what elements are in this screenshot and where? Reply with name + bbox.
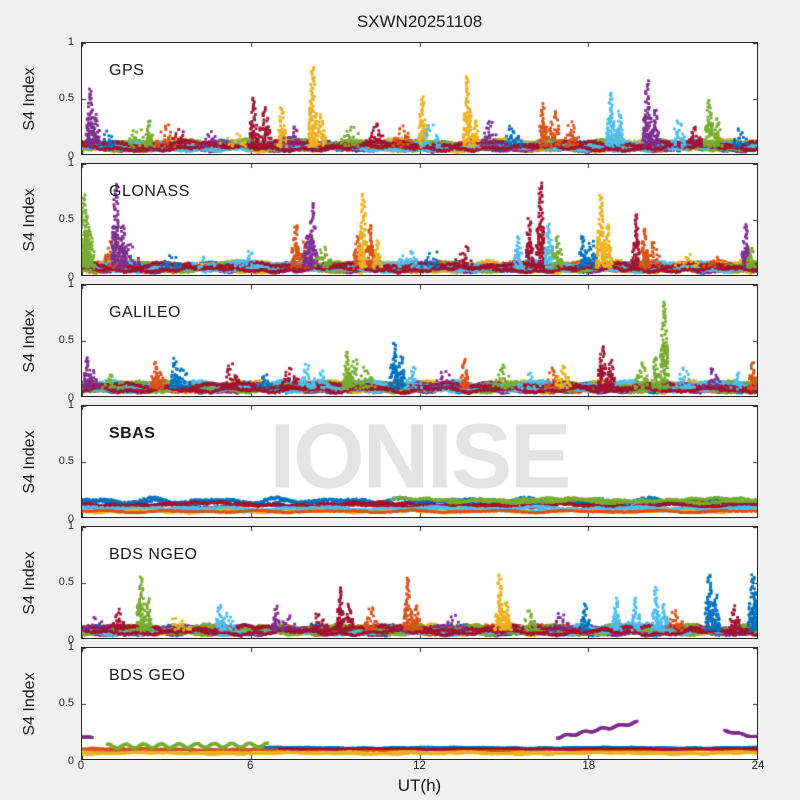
panel-label-bds-ngeo: BDS NGEO — [109, 546, 198, 563]
y-axis-label: S4 Index — [21, 429, 38, 494]
x-tick-label-12: 12 — [413, 760, 426, 772]
galileo-scatter-canvas — [82, 285, 757, 396]
y-tick-label-1: 1 — [67, 278, 74, 290]
y-axis-label: S4 Index — [21, 671, 38, 736]
y-tick-label-1: 1 — [67, 520, 74, 532]
plot-area-sbas: IONISE SBAS — [81, 405, 758, 518]
figure-title: SXWN20251108 — [356, 12, 483, 31]
plot-area-bds-ngeo: BDS NGEO — [81, 526, 758, 639]
y-tick-label-0-5: 0.5 — [58, 91, 74, 104]
panel-bds-ngeo: S4 Index 1 0.5 0 BDS NGEO — [21, 520, 758, 646]
panel-label-sbas: SBAS — [109, 425, 156, 442]
y-tick-label-1: 1 — [67, 641, 74, 653]
y-tick-label-0: 0 — [67, 271, 74, 283]
y-tick-label-0: 0 — [67, 513, 74, 525]
y-axis-label: S4 Index — [21, 550, 38, 615]
y-tick-label-1: 1 — [67, 36, 74, 48]
x-tick-label-18: 18 — [582, 760, 596, 772]
plot-area-glonass: GLONASS — [81, 163, 758, 276]
gps-scatter-canvas — [82, 43, 757, 154]
y-tick-label-0: 0 — [67, 150, 74, 162]
x-tick-label-6: 6 — [247, 760, 254, 772]
y-tick-label-0: 0 — [67, 755, 74, 767]
y-tick-label-0-5: 0.5 — [58, 575, 74, 588]
glonass-scatter-canvas — [82, 164, 757, 275]
panel-bds-geo: S4 Index 1 0.5 0 BDS GEO — [21, 641, 758, 767]
panel-glonass: S4 Index 1 0.5 0 GLONASS — [21, 157, 758, 283]
y-axis-label: S4 Index — [21, 187, 38, 252]
panel-gps: S4 Index 1 0.5 0 GPS — [21, 36, 758, 162]
panel-galileo: S4 Index 1 0.5 0 GALILEO — [21, 278, 758, 404]
x-tick-label-0: 0 — [77, 760, 85, 772]
y-tick-label-0-5: 0.5 — [58, 696, 74, 709]
bds-ngeo-scatter-canvas — [82, 527, 757, 638]
y-tick-label-1: 1 — [67, 399, 74, 411]
panel-sbas: S4 Index 1 0.5 0 IONISE SBAS — [21, 399, 758, 525]
x-tick-label-24: 24 — [751, 760, 765, 772]
y-tick-label-0-5: 0.5 — [58, 212, 74, 225]
y-tick-label-1: 1 — [67, 157, 74, 169]
sbas-scatter-canvas — [82, 406, 757, 517]
y-axis-label: S4 Index — [21, 66, 38, 131]
panel-label-galileo: GALILEO — [109, 304, 181, 321]
x-axis-tick-labels: 0 6 12 18 24 — [77, 760, 765, 774]
plot-area-gps: GPS — [81, 42, 758, 155]
y-tick-label-0-5: 0.5 — [58, 454, 74, 467]
y-tick-label-0: 0 — [67, 634, 74, 646]
panel-label-gps: GPS — [109, 62, 145, 79]
panel-label-bds-geo: BDS GEO — [109, 667, 186, 684]
plot-area-galileo: GALILEO — [81, 284, 758, 397]
y-axis-label: S4 Index — [21, 308, 38, 373]
x-axis-label: UT(h) — [397, 776, 442, 795]
plot-area-bds-geo: BDS GEO — [81, 647, 758, 760]
panel-label-glonass: GLONASS — [109, 183, 190, 200]
y-tick-label-0: 0 — [67, 392, 74, 404]
bds-geo-scatter-canvas — [82, 648, 757, 759]
y-tick-label-0-5: 0.5 — [58, 333, 74, 346]
